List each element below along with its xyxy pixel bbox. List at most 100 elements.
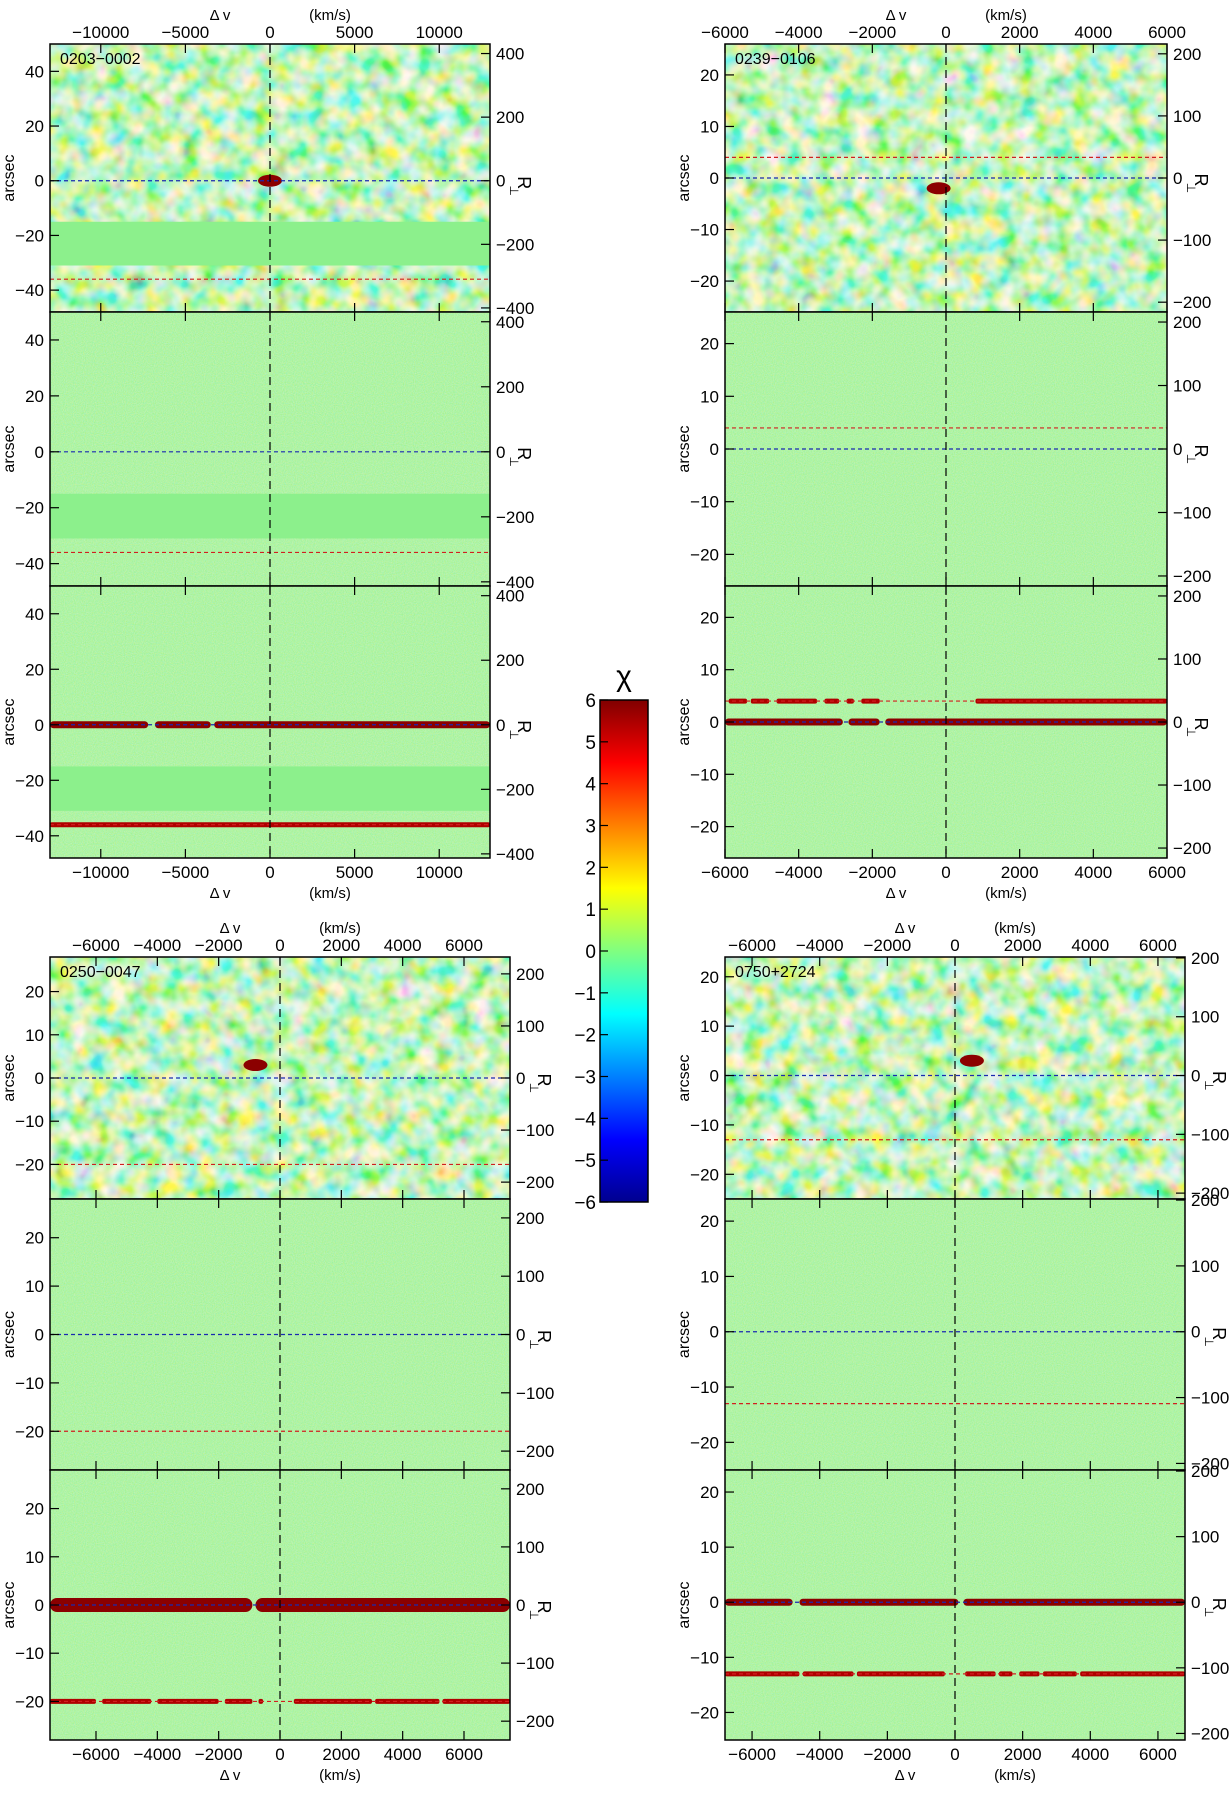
panel-image: [50, 1470, 510, 1740]
rperp-tick-label: −200: [1191, 1724, 1229, 1743]
panel-image: [50, 586, 490, 858]
rperp-symbol: R: [1191, 174, 1211, 187]
rperp-subscript: ⊥: [507, 186, 521, 196]
y-axis-label: arcsec: [676, 1581, 693, 1628]
bottom-x-tick-label: 4000: [1074, 863, 1112, 882]
rperp-symbol: R: [534, 1074, 554, 1087]
y-tick-label: 0: [710, 713, 719, 732]
top-x-tick-label: −2000: [863, 936, 911, 955]
rperp-axis-label: R⊥: [1202, 1327, 1229, 1347]
rperp-symbol: R: [534, 1601, 554, 1614]
top-x-tick-label: 4000: [1071, 936, 1109, 955]
bottom-x-tick-label: 0: [275, 1745, 284, 1764]
rperp-tick-label: −200: [496, 508, 534, 527]
qso-trace: [963, 1598, 1185, 1606]
y-axis-label: arcsec: [676, 154, 693, 201]
y-tick-label: −10: [15, 1112, 44, 1131]
rperp-subscript: ⊥: [1202, 1080, 1216, 1090]
y-tick-label: 0: [35, 716, 44, 735]
rperp-tick-label: −100: [1173, 776, 1211, 795]
rperp-subscript: ⊥: [527, 1610, 541, 1620]
bottom-x-tick-label: −2000: [195, 1745, 243, 1764]
y-tick-label: 0: [710, 440, 719, 459]
y-tick-label: 0: [710, 169, 719, 188]
top-x-tick-label: −6000: [72, 936, 120, 955]
top-x-axis-label-dv: Δ v: [886, 7, 907, 24]
rperp-tick-label: 100: [1191, 1528, 1219, 1547]
y-tick-label: −40: [15, 555, 44, 574]
y-tick-label: 0: [35, 1326, 44, 1345]
emission-blob: [926, 182, 951, 195]
top-x-tick-label: −4000: [775, 23, 823, 42]
rperp-tick-label: 200: [516, 1480, 544, 1499]
colorbar-tick-label: −1: [574, 984, 596, 1005]
y-tick-label: 20: [25, 387, 44, 406]
rperp-tick-label: 0: [1173, 169, 1182, 188]
qso-trace: [725, 1598, 793, 1606]
top-x-tick-label: 10000: [416, 23, 463, 42]
rperp-axis-label: R⊥: [1184, 445, 1211, 465]
y-tick-label: 10: [700, 661, 719, 680]
rperp-tick-label: −200: [1173, 567, 1211, 586]
colorbar-tick-label: 6: [585, 691, 596, 712]
quasar-0250−0047: 20100−10−202001000−100−200R⊥arcsec0250−0…: [1, 920, 554, 1784]
rperp-tick-label: −400: [496, 845, 534, 864]
quasar-name: 0239−0106: [735, 51, 816, 68]
bottom-x-tick-label: −6000: [728, 1745, 776, 1764]
quasar-0750+2724: 20100−10−202001000−100−200R⊥arcsec0750+2…: [676, 920, 1229, 1784]
y-tick-label: 10: [700, 117, 719, 136]
colorbar-tick-label: 5: [585, 733, 596, 754]
arcsec-label: arcsec: [1, 698, 18, 745]
y-tick-label: 0: [35, 1069, 44, 1088]
rperp-tick-label: 100: [516, 1538, 544, 1557]
y-axis-label: arcsec: [676, 1311, 693, 1358]
y-tick-label: −20: [690, 1165, 719, 1184]
bottom-x-tick-label: −4000: [133, 1745, 181, 1764]
panel-image: [50, 44, 490, 312]
rperp-tick-label: −200: [1191, 1454, 1229, 1473]
companion-trace: [102, 1698, 152, 1704]
y-tick-label: −20: [690, 272, 719, 291]
y-tick-label: 20: [700, 1483, 719, 1502]
rperp-tick-label: −100: [1191, 1125, 1229, 1144]
y-tick-label: −10: [690, 221, 719, 240]
rperp-axis-label: R⊥: [527, 1074, 554, 1094]
top-x-tick-label: −6000: [701, 23, 749, 42]
top-x-axis-label-dv: Δ v: [210, 7, 231, 24]
bottom-x-axis-label-unit: (km/s): [319, 1767, 361, 1784]
rperp-subscript: ⊥: [1184, 183, 1198, 193]
bottom-x-tick-label: 4000: [384, 1745, 422, 1764]
arcsec-label: arcsec: [676, 1054, 693, 1101]
top-x-tick-label: −4000: [133, 936, 181, 955]
rperp-axis-label: R⊥: [1202, 1598, 1229, 1618]
colorbar: χ6 5 4 3 2 1 0 −1 −2 −3 −4 −5 −6: [574, 660, 649, 1214]
arcsec-label: arcsec: [676, 1581, 693, 1628]
panel-1: 20100−10−202001000−100−200R⊥arcsec0239−0…: [676, 43, 1211, 313]
bottom-x-tick-label: −6000: [701, 863, 749, 882]
bottom-x-axis-label-dv: Δ v: [895, 1767, 916, 1784]
rperp-tick-label: −100: [1173, 231, 1211, 250]
y-axis-label: arcsec: [1, 1054, 18, 1101]
y-tick-label: 0: [710, 1593, 719, 1612]
y-tick-label: 10: [700, 1267, 719, 1286]
companion-trace: [224, 1698, 253, 1704]
colorbar-tick-label: −2: [574, 1026, 596, 1047]
bottom-x-tick-label: 2000: [322, 1745, 360, 1764]
colorbar-tick-label: 0: [585, 942, 596, 963]
rperp-tick-label: −100: [1173, 503, 1211, 522]
bottom-x-axis-label-unit: (km/s): [309, 885, 351, 902]
rperp-tick-label: −200: [516, 1712, 554, 1731]
y-tick-label: −20: [15, 499, 44, 518]
rperp-tick-label: 100: [516, 1017, 544, 1036]
rperp-tick-label: −400: [496, 573, 534, 592]
y-tick-label: 10: [25, 1026, 44, 1045]
bottom-x-tick-label: 0: [941, 863, 950, 882]
emission-blob: [243, 1059, 268, 1072]
rperp-axis-label: R⊥: [527, 1330, 554, 1350]
bottom-x-tick-label: 4000: [1071, 1745, 1109, 1764]
y-axis-label: arcsec: [1, 154, 18, 201]
